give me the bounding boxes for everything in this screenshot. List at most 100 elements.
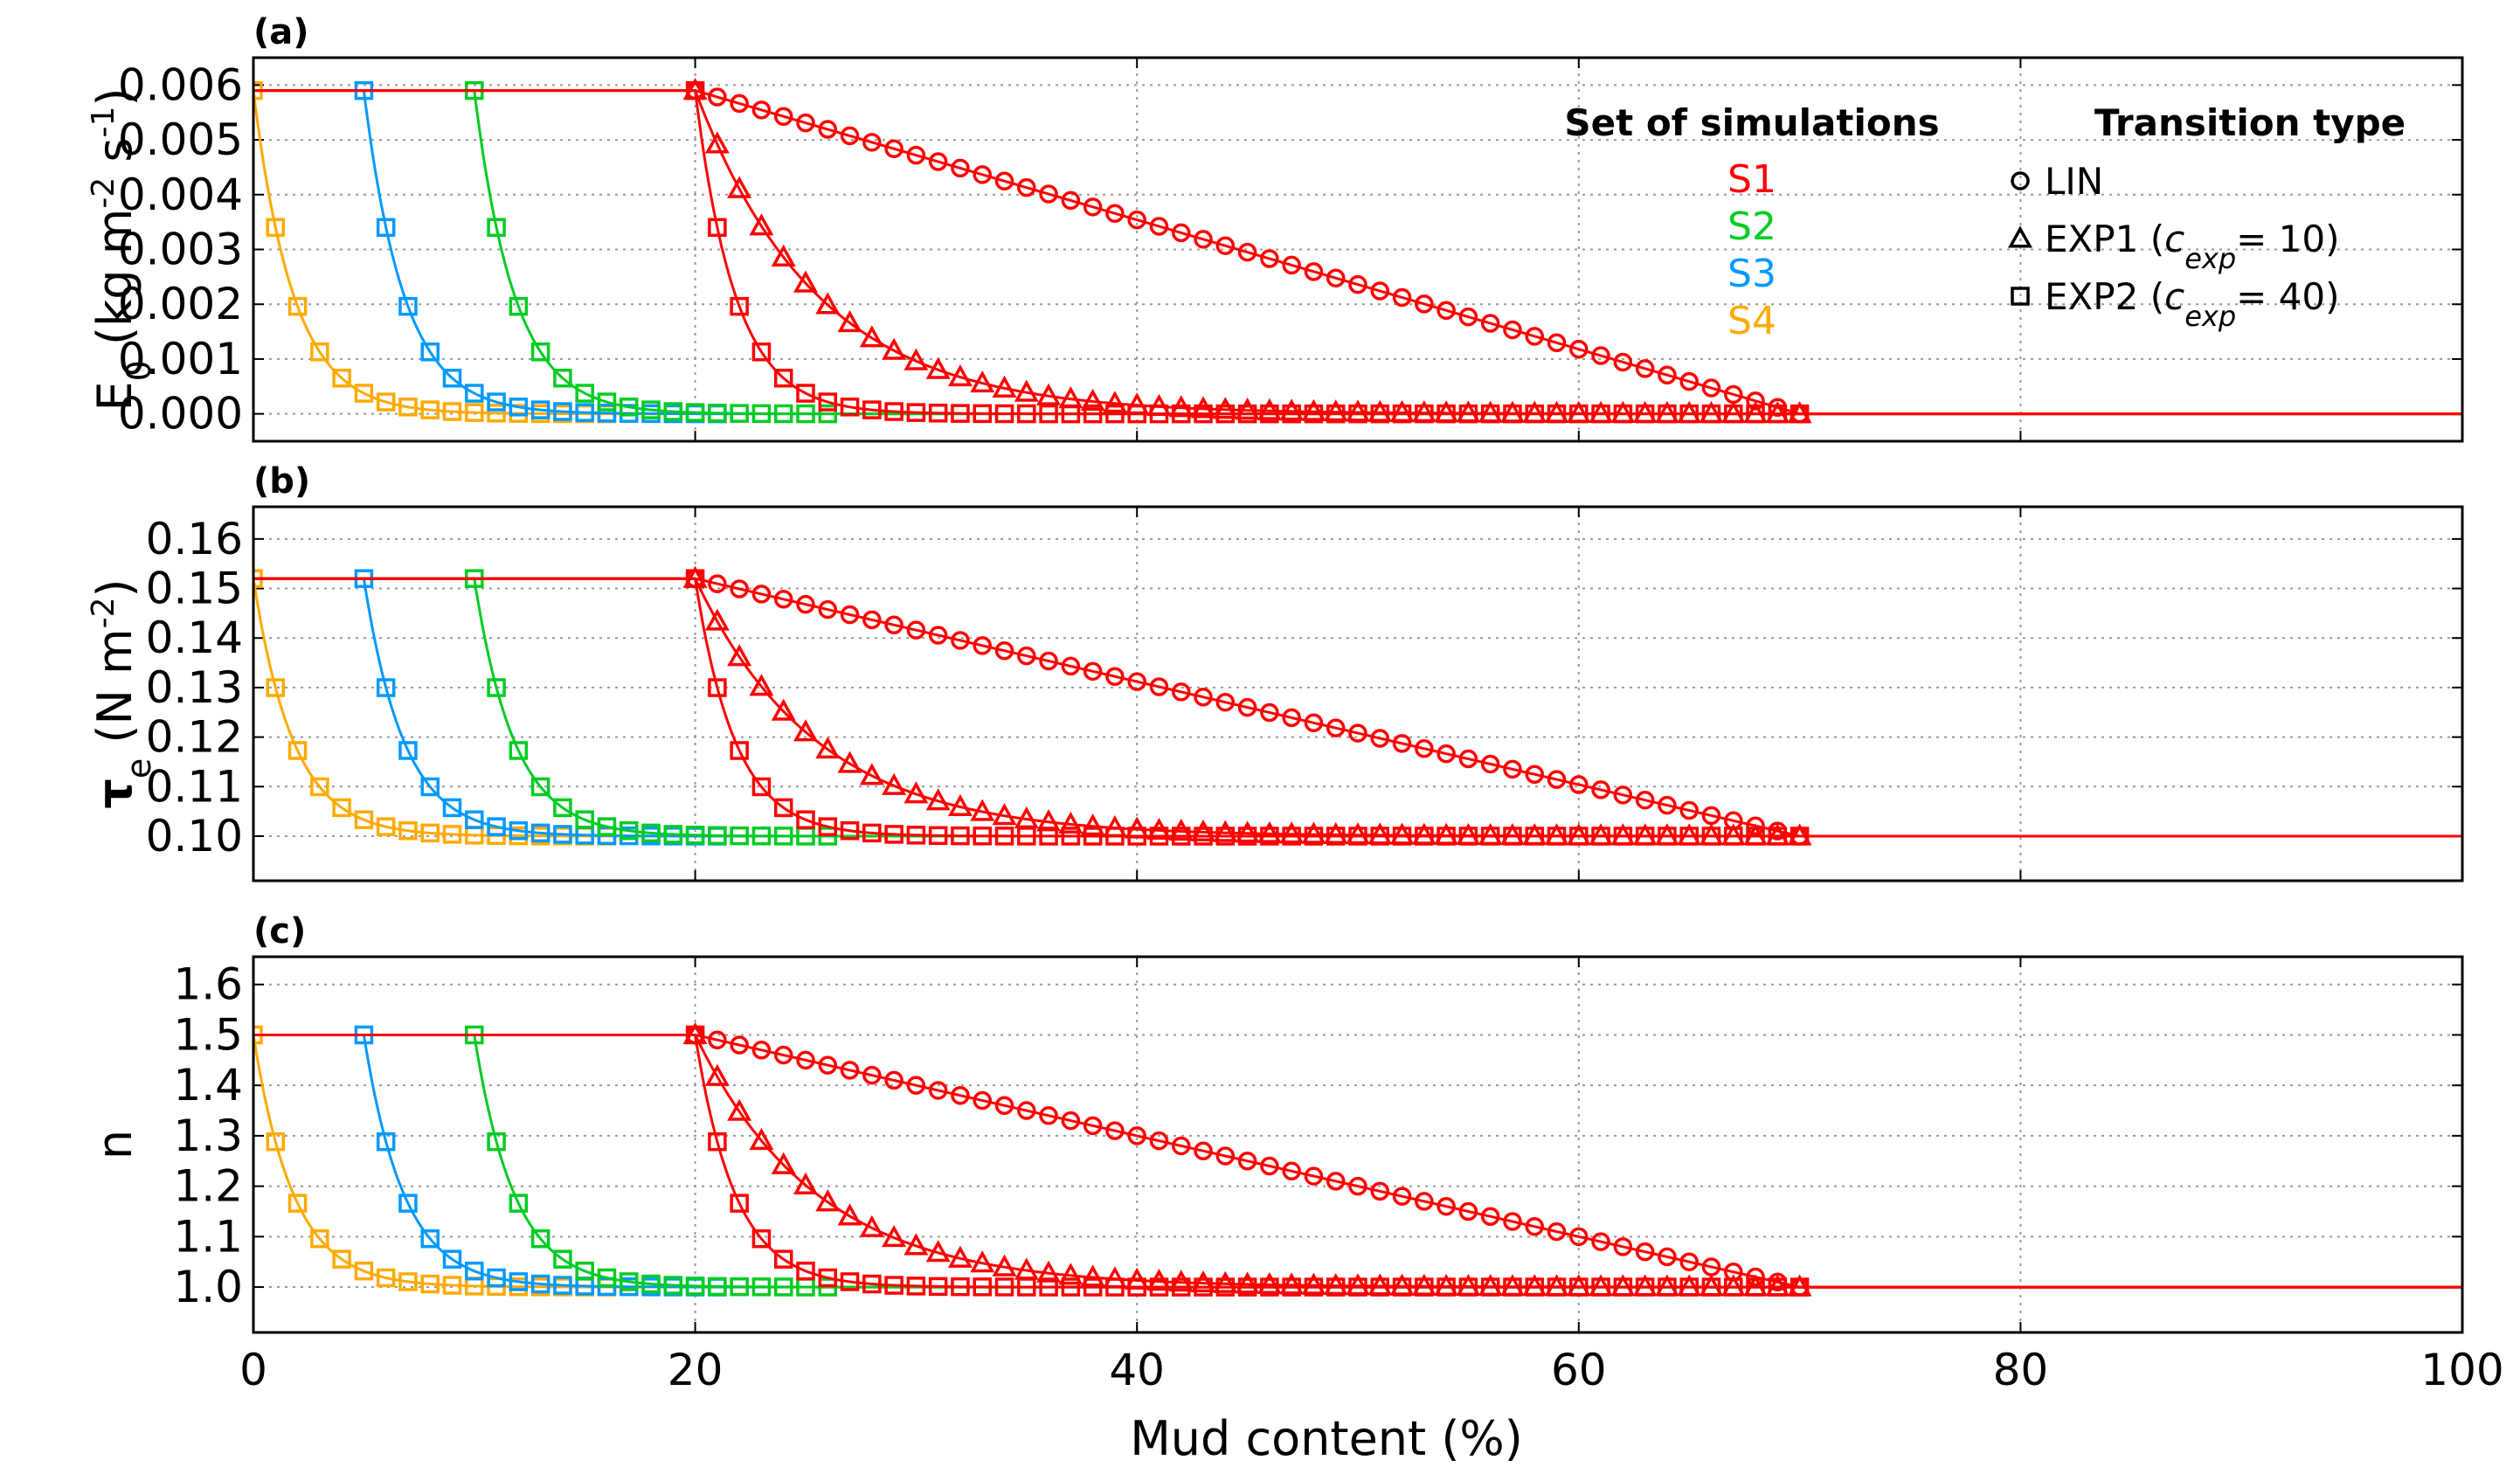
lin-marker (1480, 314, 1500, 333)
exp2-marker (442, 798, 462, 818)
exp2-marker (1790, 404, 1810, 424)
y-tick-label: 1.2 (173, 1161, 243, 1212)
exp2-marker (398, 1272, 418, 1291)
exp1-marker (1168, 1270, 1194, 1292)
exp2-marker (1370, 404, 1390, 424)
exp2-marker (906, 403, 926, 422)
exp2-marker (442, 1276, 462, 1295)
exp2-marker (1017, 404, 1036, 424)
exp2-marker (354, 1261, 374, 1281)
lin-marker (1635, 359, 1655, 378)
exp1-marker (771, 698, 796, 721)
lin-marker (1679, 800, 1699, 820)
exp1-marker (1257, 1271, 1282, 1295)
exp2-marker (1480, 404, 1500, 424)
exp1-marker (771, 244, 796, 266)
lin-marker (973, 165, 992, 184)
exp1-marker (859, 763, 884, 785)
lin-marker (1591, 1232, 1610, 1251)
exp2-marker (1480, 827, 1500, 846)
exp2-marker (575, 403, 594, 422)
exp2-marker (730, 296, 749, 316)
exp2-marker (487, 678, 506, 697)
exp2-marker (773, 827, 793, 846)
lin-marker (1326, 268, 1346, 287)
exp2-marker (597, 1268, 617, 1288)
lin-marker (973, 1090, 992, 1111)
exp2-marker (1635, 827, 1655, 846)
lin-marker (951, 1085, 970, 1105)
lin-marker (1437, 301, 1456, 320)
exp2-marker (1437, 827, 1456, 846)
exp2-marker (928, 404, 948, 423)
exp2-marker (530, 1228, 550, 1249)
exp1-marker (749, 674, 774, 696)
legend-series-title: Set of simulations (1564, 101, 1939, 144)
exp2-marker (1149, 404, 1169, 424)
y-tick-label: 1.4 (173, 1060, 243, 1111)
exp2-marker (1172, 827, 1191, 846)
exp2-marker (487, 817, 506, 836)
exp1-marker (749, 213, 774, 236)
exp2-marker (332, 798, 351, 818)
lin-marker (1237, 1152, 1257, 1171)
lin-marker (1194, 230, 1213, 249)
exp2-marker (1282, 404, 1301, 424)
exp2-marker (1215, 1277, 1236, 1297)
exp2-marker (1127, 404, 1146, 424)
lin-marker (1679, 371, 1699, 391)
lin-marker (1149, 217, 1169, 236)
S4-EXP2-line (253, 578, 2462, 838)
lin-marker (1282, 1161, 1301, 1181)
lin-marker (884, 139, 903, 158)
S1-EXP2-line (253, 89, 2462, 416)
legend-transition-circle: LIN (2045, 160, 2103, 203)
lin-marker (1613, 785, 1633, 805)
exp2-marker (1326, 1277, 1346, 1297)
exp2-marker (1017, 1277, 1036, 1297)
exp2-marker (862, 400, 882, 419)
exp2-marker (1591, 827, 1610, 846)
lin-marker (1326, 718, 1346, 737)
exp1-marker (903, 348, 929, 370)
exp2-marker (1348, 404, 1367, 424)
exp2-marker (442, 825, 462, 844)
exp2-marker (398, 296, 418, 316)
exp2-marker (1437, 404, 1456, 424)
exp1-marker (1191, 1270, 1216, 1293)
exp2-marker (266, 218, 286, 238)
exp2-marker (465, 810, 484, 829)
lin-marker (708, 574, 727, 593)
exp1-marker (1168, 818, 1194, 841)
exp2-marker (641, 1274, 661, 1294)
exp2-marker (465, 1261, 484, 1281)
lin-marker (1127, 210, 1146, 230)
exp2-marker (951, 826, 970, 846)
exp2-marker (708, 1131, 727, 1152)
exp2-marker (1768, 827, 1788, 846)
lin-marker (884, 615, 903, 635)
exp2-marker (530, 400, 550, 419)
lin-marker (1635, 1242, 1655, 1262)
lin-marker (1569, 339, 1589, 359)
lin-marker (1503, 1212, 1522, 1231)
lin-marker (751, 585, 772, 604)
exp2-marker (1017, 827, 1036, 846)
legend-transition-triangle: EXP1 (cexp= 10) (2045, 218, 2340, 275)
exp1-marker (1346, 399, 1370, 422)
exp1-marker (1058, 811, 1083, 834)
exp2-marker (906, 1277, 926, 1296)
exp1-marker (793, 1172, 818, 1195)
legend-transition-square: EXP2 (cexp= 40) (2045, 275, 2340, 333)
lin-marker (1039, 184, 1058, 204)
exp1-marker (1301, 398, 1326, 421)
exp2-marker (1724, 404, 1743, 424)
exp1-marker (793, 270, 818, 293)
lin-marker (1061, 190, 1081, 211)
exp2-marker (1282, 827, 1301, 846)
exp1-marker (1213, 397, 1238, 419)
lin-marker (906, 1076, 926, 1095)
exp2-marker (973, 1277, 992, 1297)
exp2-marker (1304, 827, 1324, 846)
lin-marker (1525, 765, 1544, 784)
